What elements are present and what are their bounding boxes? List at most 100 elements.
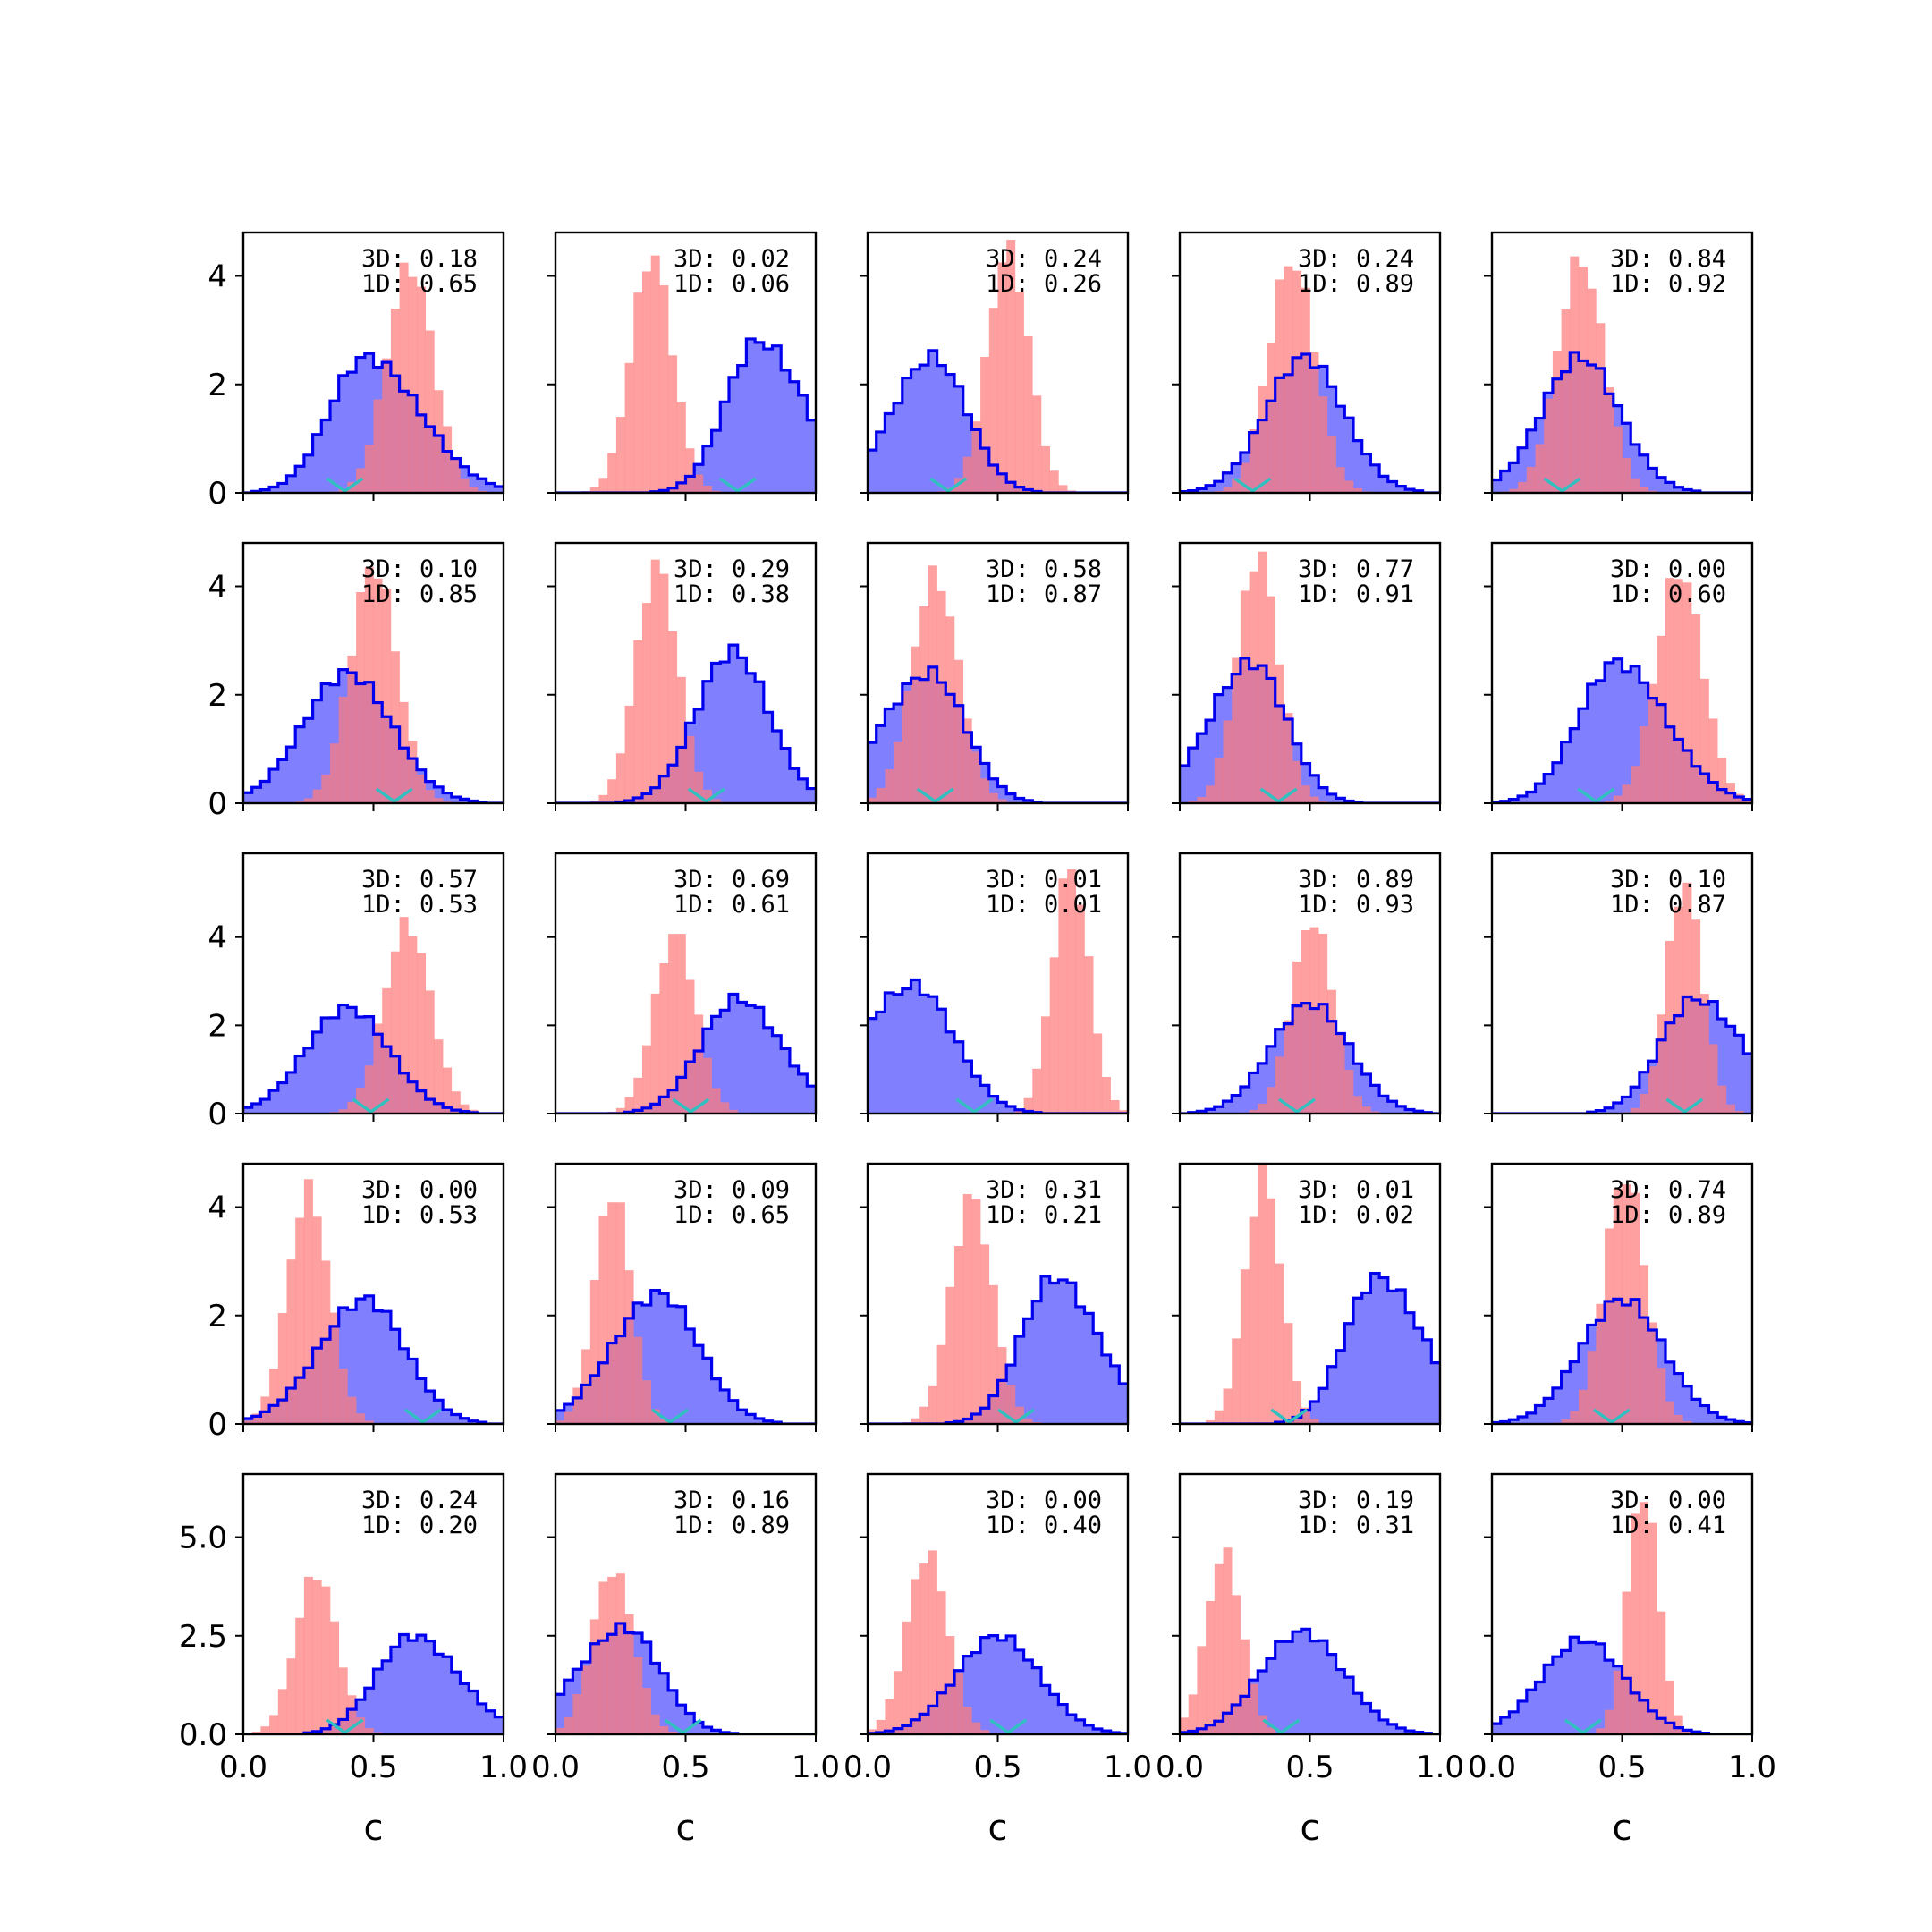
red-histogram-bar <box>885 769 894 803</box>
blue-histogram-fill <box>555 994 816 1114</box>
annotation-3d: 3D: 0.24 <box>986 245 1102 273</box>
red-histogram-bar <box>1622 458 1631 493</box>
red-histogram-bar <box>1292 270 1302 493</box>
red-histogram-bar <box>1214 1410 1224 1424</box>
red-histogram-bar <box>1665 940 1674 1114</box>
blue-histogram-outline <box>243 1003 504 1114</box>
red-histogram-bar <box>1622 1591 1631 1734</box>
red-histogram-bar <box>607 453 617 493</box>
red-histogram-bar <box>642 1688 651 1734</box>
red-histogram-bar <box>911 1418 920 1424</box>
red-histogram-bar <box>399 917 409 1114</box>
y-tick-label: 0 <box>208 1097 227 1132</box>
estimate-marker <box>403 1408 442 1424</box>
red-histogram-bar <box>615 1107 625 1114</box>
annotation-3d: 3D: 0.00 <box>361 1176 478 1204</box>
estimate-marker <box>326 477 364 493</box>
red-histogram-bar <box>1631 478 1640 493</box>
red-histogram-bar <box>1309 796 1319 803</box>
red-histogram-bar <box>1240 1639 1250 1734</box>
red-histogram-bar <box>399 701 409 803</box>
red-histogram-bar <box>347 1695 357 1734</box>
y-tick-label: 0.0 <box>179 1717 227 1753</box>
red-histogram-bar <box>685 979 695 1114</box>
red-histogram-bar <box>581 1665 591 1734</box>
y-tick-label: 2 <box>208 1299 227 1335</box>
red-histogram-bar <box>1258 386 1267 493</box>
red-histogram-bar <box>1006 239 1016 493</box>
red-histogram-bar <box>1648 683 1657 803</box>
red-histogram-bar <box>408 741 418 803</box>
red-histogram-bar <box>1657 1014 1666 1114</box>
red-histogram-bar <box>928 1385 937 1424</box>
red-histogram-bar <box>1579 267 1588 493</box>
red-histogram-bar <box>642 271 651 493</box>
red-histogram-bar <box>1309 352 1319 493</box>
red-histogram-bar <box>260 1726 270 1734</box>
red-histogram-bar <box>980 356 990 493</box>
red-histogram-bar <box>1232 1338 1241 1424</box>
y-tick-label: 4 <box>208 1191 227 1226</box>
x-axis-label: c <box>676 1808 696 1849</box>
red-histogram-bar <box>1361 1106 1371 1114</box>
red-histogram-bar <box>564 1716 573 1734</box>
red-histogram-bar <box>936 1344 946 1424</box>
red-histogram-bar <box>962 456 972 493</box>
annotation-1d: 1D: 0.89 <box>1298 270 1414 298</box>
red-histogram-bar <box>295 1217 305 1424</box>
y-tick-label: 4 <box>208 259 227 295</box>
blue-histogram-outline <box>1492 657 1752 803</box>
red-histogram-bar <box>1249 429 1258 493</box>
annotation-1d: 1D: 0.31 <box>1298 1512 1414 1539</box>
y-tick-label: 2 <box>208 1008 227 1044</box>
red-histogram-bar <box>312 789 322 803</box>
red-histogram-bar <box>364 1728 374 1734</box>
red-histogram-bar <box>1682 582 1692 803</box>
red-histogram-bar <box>1232 1595 1241 1734</box>
blue-histogram-outline <box>1180 1272 1440 1424</box>
x-tick-label: 1.0 <box>1728 1750 1776 1785</box>
red-histogram-bar <box>633 640 643 803</box>
red-histogram-bar <box>615 753 625 803</box>
red-histogram-bar <box>1674 579 1683 803</box>
red-histogram-bar <box>338 1667 348 1734</box>
red-histogram-bar <box>269 1715 279 1734</box>
red-histogram-bar <box>1292 961 1302 1114</box>
red-histogram-bar <box>876 1719 886 1734</box>
y-tick-label: 2 <box>208 678 227 714</box>
x-tick-label: 0.5 <box>1285 1750 1334 1785</box>
red-histogram-bar <box>659 963 669 1114</box>
blue-histogram-fill <box>868 350 1128 493</box>
red-histogram-bar <box>1041 1016 1050 1114</box>
blue-histogram-outline <box>1492 1635 1752 1734</box>
red-histogram-bar <box>633 1336 643 1424</box>
red-histogram-bar <box>1682 1420 1692 1424</box>
red-histogram-bar <box>338 696 348 803</box>
y-tick-label: 2 <box>208 368 227 403</box>
y-tick-label: 4 <box>208 920 227 956</box>
red-histogram-bar <box>1648 1522 1657 1734</box>
x-tick-label: 0.0 <box>843 1750 892 1785</box>
blue-histogram-outline <box>1180 1627 1440 1734</box>
red-histogram-bar <box>555 1420 564 1424</box>
red-histogram-bar <box>1249 1683 1258 1734</box>
red-histogram-bar <box>1335 467 1345 493</box>
red-histogram-bar <box>633 1657 643 1734</box>
red-histogram-bar <box>1275 1263 1284 1424</box>
estimate-marker <box>687 787 725 803</box>
blue-histogram-outline <box>1492 351 1752 493</box>
red-histogram-bar <box>1622 784 1631 803</box>
red-histogram-bar <box>868 797 877 803</box>
blue-histogram-outline <box>555 1288 816 1424</box>
estimate-marker <box>718 477 757 493</box>
estimate-marker <box>1563 1718 1602 1734</box>
estimate-marker <box>1592 1408 1631 1424</box>
red-histogram-bar <box>988 1284 998 1424</box>
blue-histogram-outline <box>868 665 1128 803</box>
